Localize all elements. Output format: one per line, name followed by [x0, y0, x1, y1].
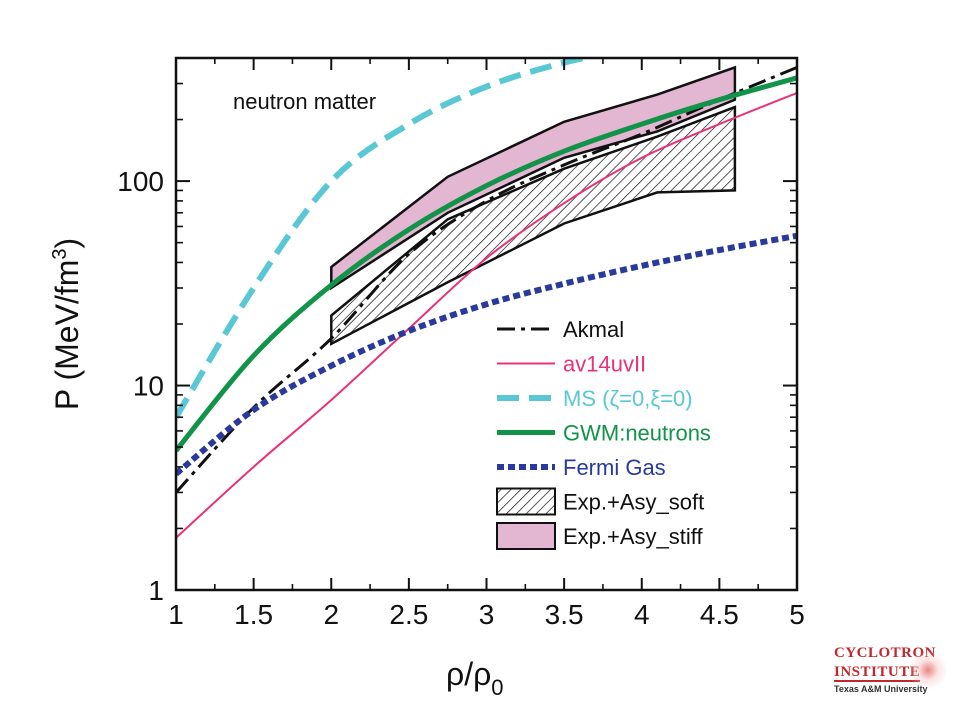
- legend-label-fermi-gas: Fermi Gas: [563, 455, 666, 480]
- legend-label-exp-asy-soft: Exp.+Asy_soft: [563, 490, 704, 515]
- y-tick-label: 100: [117, 166, 164, 197]
- legend: Akmal av14uvII MS (ζ=0,ξ=0) GWM:neutrons Fer…: [496, 317, 711, 550]
- x-tick-label: 3.5: [545, 599, 584, 630]
- annotation-text: neutron matter: [233, 89, 376, 114]
- series-line-akmal: [176, 66, 797, 494]
- series-line-gwm-neutrons: [176, 75, 797, 453]
- band-exp-asy-stiff: [330, 65, 737, 291]
- ticks-layer: 1 1.5 2 2.5 3 3.5 4 4.5 5 1 10 100: [117, 57, 805, 630]
- band-exp-asy-soft: [330, 105, 737, 346]
- legend-label-ms-0-0: MS (ζ=0,ξ=0): [563, 386, 693, 411]
- x-tick-label: 3: [479, 599, 495, 630]
- logo-line-3: Texas A&M University: [834, 684, 928, 694]
- x-tick-label: 1: [168, 599, 184, 630]
- series-layer: [176, 58, 797, 539]
- y-tick-label: 1: [148, 575, 164, 606]
- y-tick-label: 10: [133, 371, 164, 402]
- legend-label-av14uvii: av14uvII: [563, 352, 646, 377]
- series-line-ms-0-0: [176, 58, 600, 419]
- legend-swatch-exp-asy-stiff: [496, 522, 556, 550]
- legend-label-exp-asy-stiff: Exp.+Asy_stiff: [563, 524, 703, 549]
- legend-label-akmal: Akmal: [563, 317, 624, 342]
- x-tick-label: 2: [323, 599, 339, 630]
- series-line-fermi-gas: [176, 232, 797, 477]
- x-tick-label: 1.5: [234, 599, 273, 630]
- x-tick-label: 4.5: [700, 599, 739, 630]
- logo-star-icon: [908, 650, 948, 690]
- legend-swatch-exp-asy-soft: [496, 487, 556, 516]
- legend-label-gwm-neutrons: GWM:neutrons: [563, 421, 711, 446]
- bands-layer: [330, 65, 737, 346]
- x-tick-label: 5: [789, 599, 805, 630]
- x-tick-label: 4: [634, 599, 650, 630]
- series-line-av14uvii: [176, 91, 797, 539]
- x-tick-label: 2.5: [389, 599, 428, 630]
- logo-line-2: INSTITUTE: [834, 664, 921, 682]
- logo-line-1: CYCLOTRON: [834, 645, 937, 661]
- cyclotron-logo: CYCLOTRON INSTITUTE Texas A&M University: [834, 646, 950, 708]
- x-axis-title: ρ/ρ0: [446, 656, 504, 700]
- y-axis-title: P (MeV/fm3): [49, 238, 85, 410]
